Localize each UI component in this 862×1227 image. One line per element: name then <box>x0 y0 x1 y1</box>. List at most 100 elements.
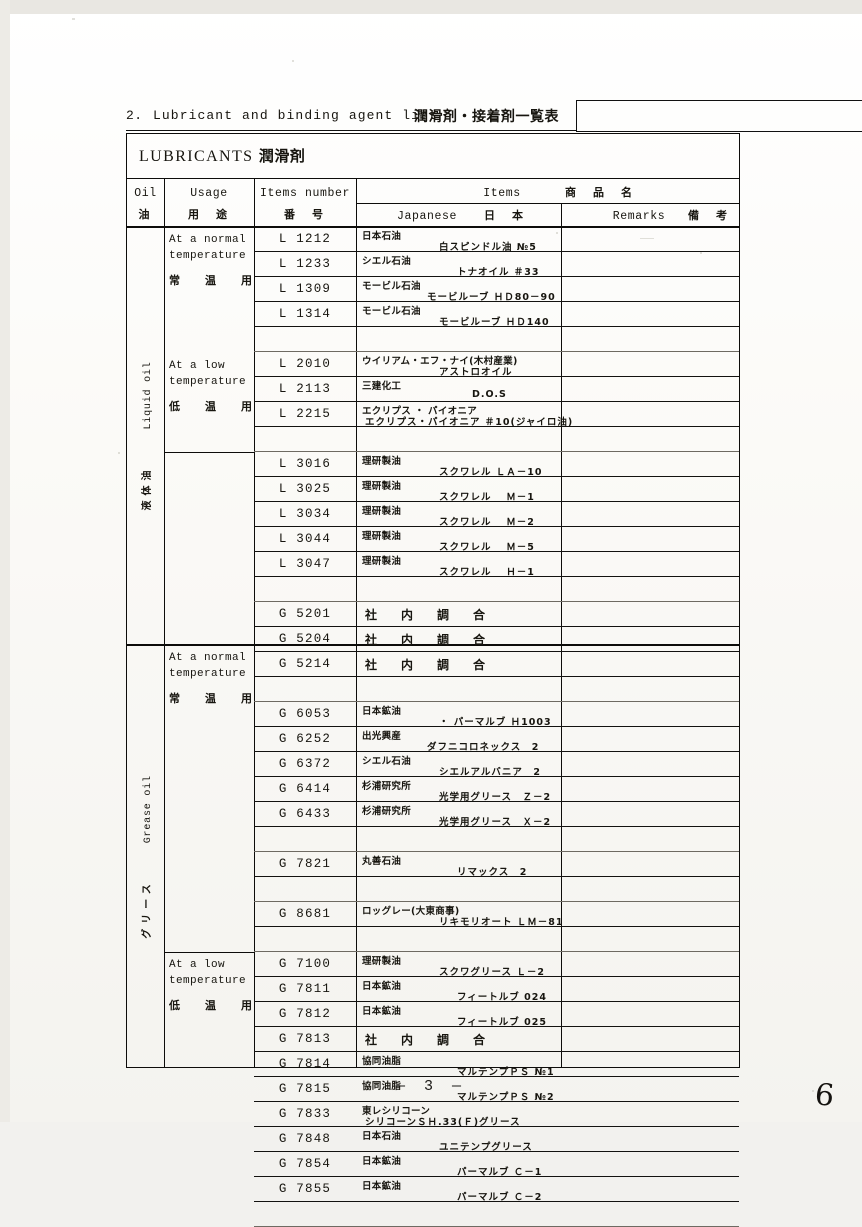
row-product-name: スクワレル Ｍ－2 <box>439 517 535 528</box>
row-maker-name: エクリプス ・ パイオニア <box>362 406 478 417</box>
row-item-number: L 2113 <box>278 382 332 396</box>
row-rule <box>254 1051 739 1052</box>
table-row: G 7833 東レシリコーン シリコーンＳＨ.33(Ｆ)グリース <box>127 1102 739 1128</box>
row-maker-name: 日本鉱油 <box>362 1006 402 1017</box>
table-row: G 7814 協同油脂 マルテンプＰＳ №1 <box>127 1052 739 1078</box>
col-header-oil-jp: 油 <box>138 208 153 221</box>
table-row: G 7848 日本石油 ユニテンプグリース <box>127 1127 739 1153</box>
row-product-name: 社 内 調 合 <box>365 633 492 647</box>
table-row: L 1314 モービル石油 モービルーブ ＨＤ140 <box>127 302 739 328</box>
row-product-name: ユニテンプグリース <box>439 1142 533 1153</box>
row-maker-name: 日本鉱油 <box>362 706 402 717</box>
row-product-name: 光学用グリース Ｚ－2 <box>439 792 552 803</box>
col-rule-usage <box>254 179 256 1067</box>
lubricants-table: LUBRICANTS 潤滑剤 Oil 油 Usage 用 途 Items num… <box>126 133 740 1227</box>
row-item-number: L 1233 <box>278 257 332 271</box>
row-item-number: L 1309 <box>278 282 332 296</box>
row-product-name: モービルーブ ＨＤ80－90 <box>427 292 556 303</box>
row-product-name: パーマルブ Ｃ－1 <box>457 1167 543 1178</box>
row-product-name: リマックス 2 <box>457 867 528 878</box>
row-maker-name: シエル石油 <box>362 256 412 267</box>
usage-group-low-temp-grease: At a low temperature 低 温 用 <box>169 959 259 1012</box>
row-rule <box>254 1026 739 1027</box>
row-maker-name: 日本石油 <box>362 231 402 242</box>
table-row: G 6053 日本鉱油・ パーマルブ Ｈ1003 <box>127 702 739 728</box>
usage-group-separator <box>164 952 254 954</box>
row-rule <box>254 301 739 302</box>
col-header-items-jp: 商 品 名 <box>565 186 635 199</box>
title-underline <box>126 130 576 131</box>
table-row: L 3044 理研製油 スクワレル Ｍ－5 <box>127 527 739 553</box>
col-rule-oil <box>164 179 166 1067</box>
section-number: 2. <box>126 108 143 123</box>
row-item-number: G 6053 <box>278 707 332 721</box>
row-product-name: リキモリオート ＬＭ－81 <box>439 917 564 928</box>
row-item-number: G 6414 <box>278 782 332 796</box>
col-header-items-en: Items <box>483 187 521 200</box>
document-sheet: 2. Lubricant and binding agent list 潤滑剤・… <box>126 100 862 1227</box>
col-header-japanese-jp: 日 本 <box>484 209 526 222</box>
row-maker-name: ロッグレー(大東商事) <box>362 906 460 917</box>
table-row: L 1212 日本石油 白スピンドル油 №5 <box>127 227 739 253</box>
col-header-usage-en: Usage <box>190 187 228 200</box>
table-row: G 7821 丸善石油 リマックス 2 <box>127 852 739 878</box>
col-header-japanese-en: Japanese <box>396 210 457 223</box>
scan-speckle <box>118 452 120 454</box>
row-item-number: G 6252 <box>278 732 332 746</box>
row-rule <box>254 1001 739 1002</box>
row-maker-name: 理研製油 <box>362 531 402 542</box>
row-product-name: スクワレル Ｍ－1 <box>439 492 535 503</box>
table-row-spacer <box>127 877 739 902</box>
row-rule <box>254 376 739 377</box>
row-maker-name: ウイリアム・エフ・ナイ(木村産業) <box>362 356 518 367</box>
row-maker-name: モービル石油 <box>362 306 421 317</box>
row-item-number: L 2215 <box>278 407 332 421</box>
row-maker-name: 理研製油 <box>362 956 402 967</box>
table-row: G 7813 社 内 調 合 <box>127 1027 739 1052</box>
row-rule <box>254 526 739 527</box>
row-product-name: 社 内 調 合 <box>365 658 492 672</box>
row-rule <box>254 651 739 652</box>
row-item-number: L 3016 <box>278 457 332 471</box>
row-product-name: マルテンプＰＳ №2 <box>457 1092 555 1103</box>
row-maker-name: 東レシリコーン <box>362 1106 431 1117</box>
row-rule <box>254 826 739 827</box>
row-maker-name: 三建化工 <box>362 381 402 392</box>
row-item-number: G 7813 <box>278 1032 332 1046</box>
row-rule <box>254 351 739 352</box>
row-maker-name: シエル石油 <box>362 756 412 767</box>
row-product-name: パーマルブ Ｃ－2 <box>457 1192 543 1203</box>
scan-speckle <box>72 18 75 20</box>
scan-speckle <box>700 252 702 254</box>
page-title: Lubricant and binding agent list <box>153 108 438 123</box>
usage-group-normal-temp-liquid: At a normal temperature 常 温 用 <box>169 234 259 287</box>
table-row: L 2010 ウイリアム・エフ・ナイ(木村産業) アストロオイル <box>127 352 739 378</box>
table-body: L 1212 日本石油 白スピンドル油 №5 L 1233 シエル石油 トナオイル ＃33… <box>127 227 739 1227</box>
paper-background <box>0 0 862 1122</box>
row-item-number: G 7833 <box>278 1107 332 1121</box>
usage-group-low-temp-liquid: At a low temperature 低 温 用 <box>169 360 259 413</box>
table-row-spacer <box>127 677 739 702</box>
table-row: L 3025 理研製油 スクワレル Ｍ－1 <box>127 477 739 503</box>
table-row-spacer <box>127 327 739 352</box>
row-product-name: スクワレル ＬＡ－10 <box>439 467 543 478</box>
row-rule <box>254 726 739 727</box>
table-row: G 7815 協同油脂 マルテンプＰＳ №2 <box>127 1077 739 1103</box>
row-rule <box>254 626 739 627</box>
banner-label-en: LUBRICANTS <box>139 148 254 165</box>
row-maker-name: 日本鉱油 <box>362 1181 402 1192</box>
table-row: L 1233 シエル石油 トナオイル ＃33 <box>127 252 739 278</box>
col-header-usage-jp: 用 途 <box>188 208 230 221</box>
table-row: G 5214 社 内 調 合 <box>127 652 739 677</box>
row-rule <box>254 976 739 977</box>
row-product-name: モービルーブ ＨＤ140 <box>439 317 550 328</box>
row-item-number: G 7848 <box>278 1132 332 1146</box>
scan-speckle <box>640 238 654 239</box>
table-row: G 7854 日本鉱油 パーマルブ Ｃ－1 <box>127 1152 739 1178</box>
row-item-number: L 3034 <box>278 507 332 521</box>
row-product-name: フィートルブ 024 <box>457 992 547 1003</box>
row-item-number: G 7855 <box>278 1182 332 1196</box>
row-maker-name: 杉浦研究所 <box>362 806 412 817</box>
table-row-spacer <box>127 927 739 952</box>
table-row: G 8681 ロッグレー(大東商事) リキモリオート ＬＭ－81 <box>127 902 739 928</box>
